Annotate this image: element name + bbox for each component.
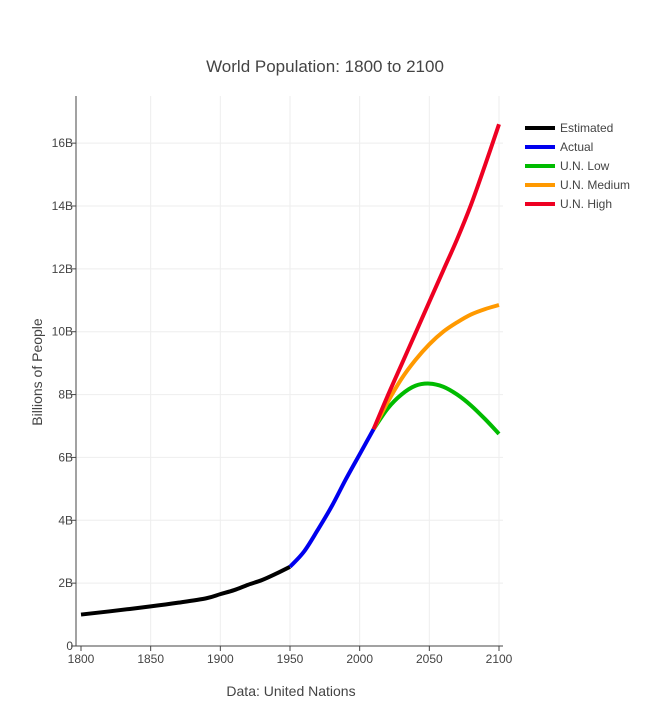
series-line-u-n-medium xyxy=(371,303,500,431)
series-layer xyxy=(80,123,501,617)
y-tick-label: 14B xyxy=(52,199,73,213)
legend-label: Estimated xyxy=(560,121,613,135)
legend-label: U.N. High xyxy=(560,197,612,211)
series-line-actual xyxy=(288,428,376,569)
x-tick-label: 1800 xyxy=(68,652,95,666)
legend-label: Actual xyxy=(560,140,593,154)
legend: Estimated Actual U.N. Low U.N. Medium U.N. H… xyxy=(525,121,630,211)
series-line-u-n-low xyxy=(371,381,501,436)
y-tick-label: 8B xyxy=(58,388,73,402)
legend-item-u-n-high[interactable]: U.N. High xyxy=(525,197,612,211)
y-tick-label: 2B xyxy=(58,576,73,590)
x-tick-label: 2000 xyxy=(346,652,373,666)
y-tick-label: 6B xyxy=(58,450,73,464)
x-tick-label: 1850 xyxy=(137,652,164,666)
legend-item-u-n-medium[interactable]: U.N. Medium xyxy=(525,178,630,192)
x-tick-label: 1950 xyxy=(277,652,304,666)
chart-title: World Population: 1800 to 2100 xyxy=(206,57,444,76)
x-axis-title: Data: United Nations xyxy=(226,683,355,699)
x-tick-label: 2050 xyxy=(416,652,443,666)
y-tick-label: 10B xyxy=(52,325,73,339)
x-tick-group: 1800 1850 1900 1950 2000 2050 2100 xyxy=(68,646,513,666)
y-tick-label: 16B xyxy=(52,136,73,150)
x-tick-label: 2100 xyxy=(486,652,513,666)
legend-label: U.N. Low xyxy=(560,159,610,173)
y-tick-label: 12B xyxy=(52,262,73,276)
legend-item-estimated[interactable]: Estimated xyxy=(525,121,613,135)
x-tick-label: 1900 xyxy=(207,652,234,666)
legend-label: U.N. Medium xyxy=(560,178,630,192)
y-axis-title: Billions of People xyxy=(29,318,45,426)
y-tick-label: 4B xyxy=(58,513,73,527)
legend-item-u-n-low[interactable]: U.N. Low xyxy=(525,159,610,173)
series-line-estimated xyxy=(80,565,291,617)
legend-item-actual[interactable]: Actual xyxy=(525,140,593,154)
grid-layer xyxy=(76,96,503,646)
y-tick-label: 0 xyxy=(66,639,73,653)
y-tick-group: 0 2B 4B 6B 8B 10B 12B 14B 16B xyxy=(52,136,76,653)
series-line-u-n-high xyxy=(371,123,501,430)
